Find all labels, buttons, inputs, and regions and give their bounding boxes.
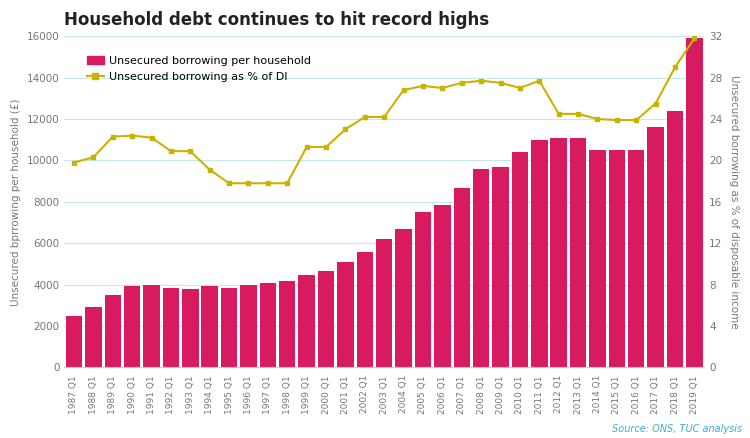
Bar xyxy=(202,286,218,367)
Bar xyxy=(220,288,237,367)
Bar xyxy=(124,286,140,367)
Y-axis label: Unsecured borrowing as % of disposable income: Unsecured borrowing as % of disposable i… xyxy=(729,75,739,328)
Y-axis label: Unsecured bprrowing per household (£): Unsecured bprrowing per household (£) xyxy=(11,98,21,306)
Bar xyxy=(473,169,490,367)
Bar xyxy=(338,262,354,367)
Bar xyxy=(492,166,508,367)
Bar xyxy=(85,307,101,367)
Bar xyxy=(376,239,392,367)
Bar xyxy=(143,285,160,367)
Bar xyxy=(104,295,121,367)
Bar xyxy=(628,150,644,367)
Bar xyxy=(454,188,470,367)
Bar xyxy=(667,111,683,367)
Bar xyxy=(66,316,82,367)
Bar xyxy=(415,212,431,367)
Bar xyxy=(260,283,276,367)
Bar xyxy=(434,205,451,367)
Legend: Unsecured borrowing per household, Unsecured borrowing as % of DI: Unsecured borrowing per household, Unsec… xyxy=(82,52,316,86)
Bar xyxy=(531,140,548,367)
Text: Source: ONS, TUC analysis: Source: ONS, TUC analysis xyxy=(612,424,742,434)
Bar xyxy=(647,127,664,367)
Bar xyxy=(356,251,373,367)
Bar xyxy=(279,280,296,367)
Bar xyxy=(550,138,567,367)
Bar xyxy=(686,38,703,367)
Bar xyxy=(608,150,625,367)
Bar xyxy=(512,152,528,367)
Bar xyxy=(590,150,606,367)
Text: Household debt continues to hit record highs: Household debt continues to hit record h… xyxy=(64,11,490,29)
Bar xyxy=(240,285,256,367)
Bar xyxy=(163,288,179,367)
Bar xyxy=(298,276,315,367)
Bar xyxy=(570,138,586,367)
Bar xyxy=(318,271,334,367)
Bar xyxy=(182,289,199,367)
Bar xyxy=(395,229,412,367)
